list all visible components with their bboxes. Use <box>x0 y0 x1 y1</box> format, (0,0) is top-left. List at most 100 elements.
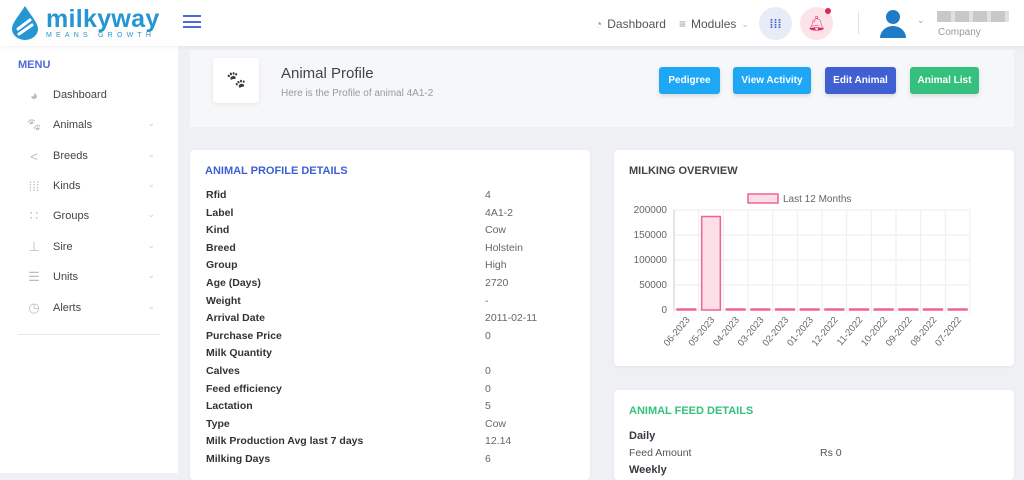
milking-chart: Last 12 Months05000010000015000020000006… <box>634 193 971 349</box>
user-name-blurred <box>937 11 1009 22</box>
sidebar-item-units[interactable]: ☰ Units ⌄ <box>25 267 155 287</box>
share-icon: < <box>30 148 38 164</box>
profile-row: Arrival Date 2011-02-11 <box>206 312 576 324</box>
profile-row-value: Cow <box>485 417 507 430</box>
profile-row-value: 12.14 <box>485 435 512 448</box>
profile-row-value: 0 <box>485 365 491 377</box>
menu-title: MENU <box>18 59 51 71</box>
profile-row: Purchase Price 0 <box>206 330 576 342</box>
feed-weekly-heading: Weekly <box>629 464 667 476</box>
page-title: Animal Profile <box>281 65 374 82</box>
page-title-bar: 🐾︎ Animal Profile Here is the Profile of… <box>190 50 1014 127</box>
profile-row-value: 2720 <box>485 277 509 289</box>
divider <box>18 334 160 335</box>
sidebar-item-label: Sire <box>53 241 73 253</box>
profile-row-value: Cow <box>485 224 507 237</box>
drop-logo-icon <box>12 6 38 40</box>
chevron-down-icon: ⌄ <box>147 209 155 219</box>
notifications-button[interactable]: 🔔︎ <box>800 7 833 40</box>
header-modules-dropdown[interactable]: ≡ Modules ⌄ <box>679 17 749 31</box>
profile-row-label: Arrival Date <box>206 312 265 325</box>
profile-row: Weight - <box>206 295 576 307</box>
notification-dot <box>825 8 831 14</box>
profile-row-label: Age (Days) <box>206 277 261 289</box>
profile-row-value: 2011-02-11 <box>485 312 538 325</box>
feed-amount-label: Feed Amount <box>629 447 692 459</box>
profile-row: Kind Cow <box>206 224 576 236</box>
bar <box>824 308 845 311</box>
chevron-down-icon: ⌄ <box>147 301 155 311</box>
top-header: milkyway MEANS GROWTH ◔ Dashboard ≡ Module… <box>0 0 1024 46</box>
profile-row-value: - <box>485 294 489 307</box>
brand-tagline: MEANS GROWTH <box>46 32 156 39</box>
profile-row-label: Label <box>206 206 234 219</box>
sidebar-item-label: Groups <box>53 210 90 222</box>
bar <box>922 308 944 311</box>
profile-row: Age (Days) 2720 <box>206 277 576 289</box>
bar <box>700 215 722 311</box>
profile-row: Milking Days 6 <box>206 453 576 465</box>
user-avatar-icon[interactable] <box>879 9 907 39</box>
milking-card-title: MILKING OVERVIEW <box>629 165 738 177</box>
grid-icon: ⁞⁞⁞ <box>769 16 782 31</box>
chevron-down-icon: ⌄ <box>147 179 155 189</box>
chevron-down-icon: ⌄ <box>147 149 155 159</box>
brand-name: milkyway <box>46 5 160 33</box>
sidebar-item-label: Kinds <box>53 180 81 192</box>
profile-row-label: Milking Days <box>206 453 271 465</box>
sidebar-item-sire[interactable]: ⊥ Sire ⌄ <box>25 237 155 257</box>
profile-row-value: 4A1-2 <box>485 206 514 219</box>
sitemap-icon: ⊥ <box>28 239 40 254</box>
list-icon: ≡ <box>679 17 687 31</box>
profile-row-label: Purchase Price <box>206 329 282 342</box>
y-tick-label: 100000 <box>634 255 668 266</box>
sidebar-item-label: Alerts <box>53 302 82 314</box>
gauge-icon: ◔ <box>595 17 603 31</box>
pedigree-button[interactable]: Pedigree <box>659 67 720 94</box>
apps-button[interactable]: ⁞⁞⁞ <box>759 7 792 40</box>
menu-toggle-icon[interactable] <box>183 15 201 28</box>
logo[interactable]: milkyway MEANS GROWTH <box>10 5 160 41</box>
edit-animal-button[interactable]: Edit Animal <box>825 67 896 94</box>
header-dashboard-link[interactable]: ◔ Dashboard <box>595 17 666 31</box>
bar <box>799 308 820 311</box>
bell-icon: 🔔︎ <box>807 15 826 31</box>
view-activity-button[interactable]: View Activity <box>733 67 811 94</box>
animal-feed-card: ANIMAL FEED DETAILS Daily Feed Amount Rs… <box>614 390 1014 480</box>
profile-row-value: 0 <box>485 382 491 395</box>
profile-row-label: Group <box>206 259 238 272</box>
sidebar-item-kinds[interactable]: ⁞⁞⁞ Kinds ⌄ <box>25 176 155 196</box>
feed-amount-value: Rs 0 <box>820 447 842 459</box>
bar <box>750 308 771 311</box>
x-tick-label: 07-2022 <box>933 315 964 349</box>
profile-row: Label 4A1-2 <box>206 207 576 219</box>
animal-list-button[interactable]: Animal List <box>910 67 979 94</box>
profile-row: Lactation 5 <box>206 400 576 412</box>
paw-icon: 🐾︎ <box>213 58 259 103</box>
sidebar-item-dashboard[interactable]: ◕ Dashboard <box>25 85 155 105</box>
bar <box>676 308 697 311</box>
profile-row: Feed efficiency 0 <box>206 383 576 395</box>
sidebar-item-alerts[interactable]: ◷ Alerts ⌄ <box>25 298 155 318</box>
page-subtitle: Here is the Profile of animal 4A1-2 <box>281 88 434 99</box>
sidebar-item-animals[interactable]: 🐾︎ Animals ⌄ <box>25 115 155 135</box>
sliders-icon: ☰ <box>28 269 40 284</box>
sidebar-item-groups[interactable]: ∷ Groups ⌄ <box>25 206 155 226</box>
y-tick-label: 50000 <box>639 280 667 291</box>
user-chevron-icon[interactable]: ⌄ <box>917 15 925 25</box>
y-tick-label: 0 <box>661 305 667 316</box>
sidebar-item-label: Units <box>53 271 79 283</box>
profile-row: Type Cow <box>206 418 576 430</box>
sidebar-item-label: Breeds <box>53 150 88 162</box>
bar <box>725 308 746 311</box>
profile-row-value: 6 <box>485 453 491 465</box>
profile-row-label: Milk Production Avg last 7 days <box>206 435 364 448</box>
x-tick-label: 12-2022 <box>810 315 841 349</box>
profile-row: Group High <box>206 259 576 271</box>
sidebar-item-breeds[interactable]: < Breeds ⌄ <box>25 146 155 166</box>
sidebar-item-label: Dashboard <box>53 89 107 101</box>
bar <box>898 308 919 311</box>
profile-row-label: Kind <box>206 224 230 237</box>
profile-row-label: Calves <box>206 365 240 377</box>
divider <box>858 12 859 34</box>
